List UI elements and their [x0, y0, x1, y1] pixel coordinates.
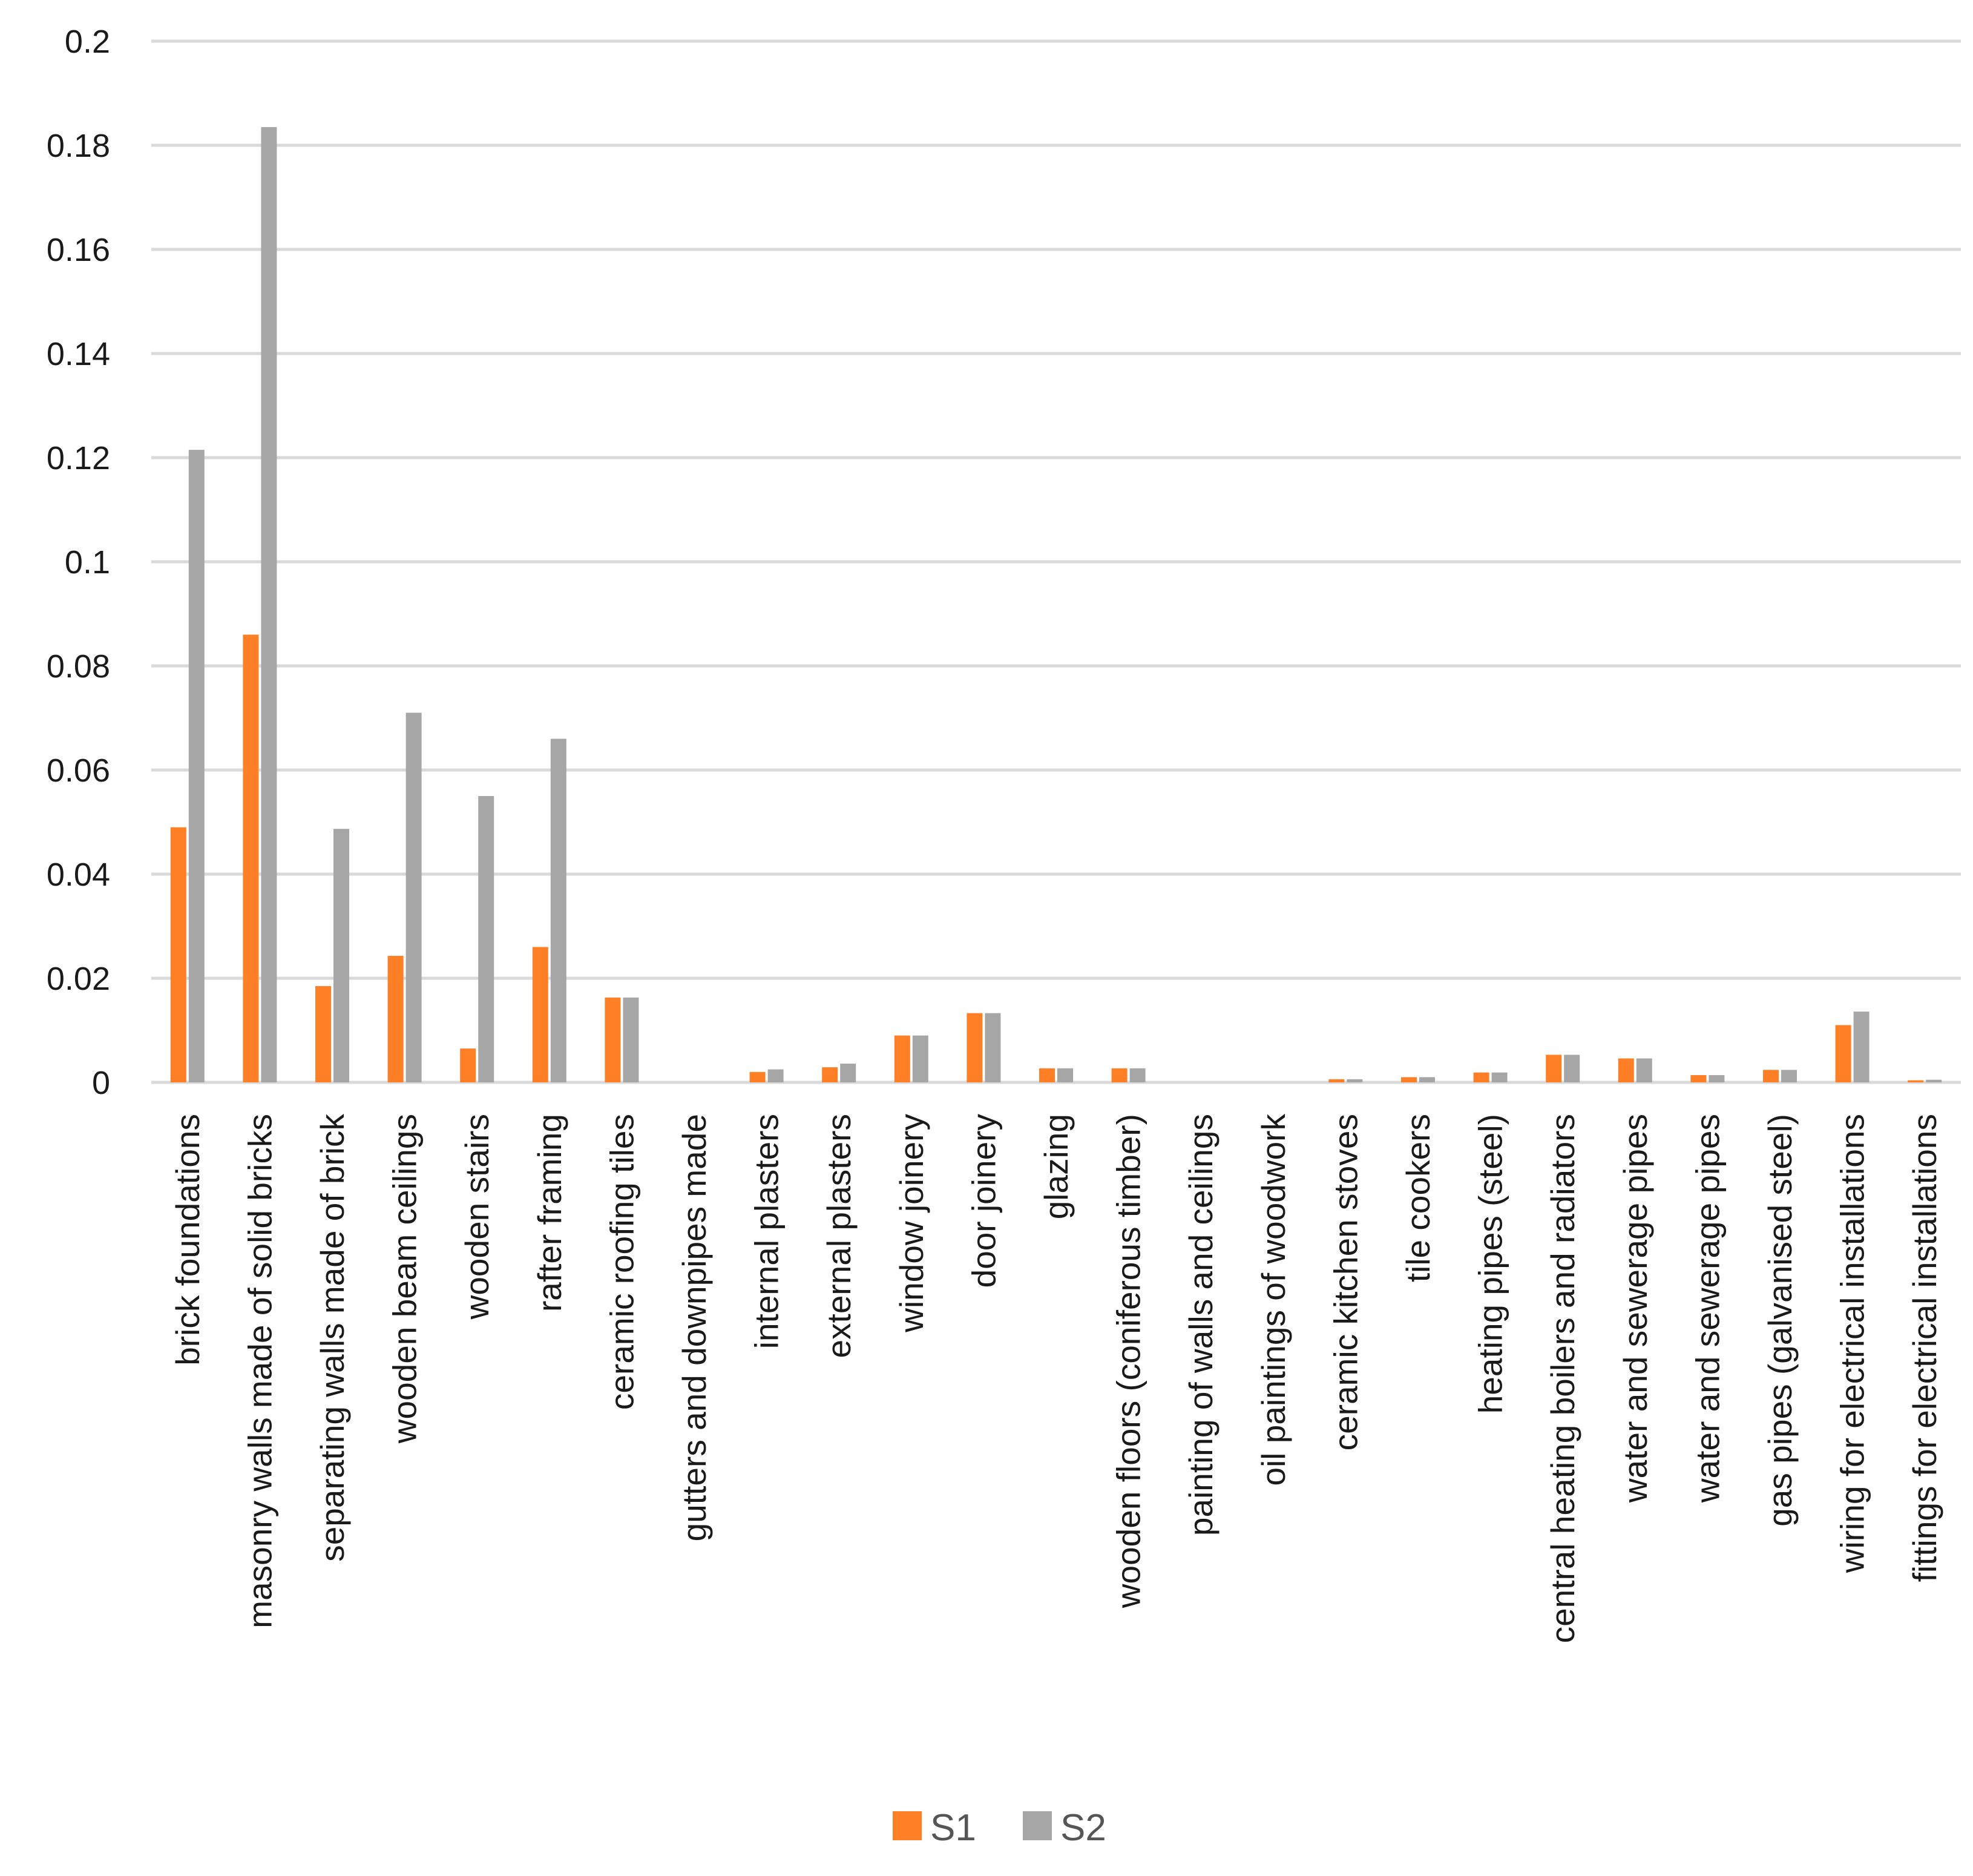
x-axis-labels: brick foundations masonry walls made of s… — [169, 1114, 1943, 1644]
x-category-label: door joinery — [965, 1114, 1002, 1288]
bar-s2-12 — [1057, 1068, 1073, 1082]
bar-s2-23 — [1853, 1012, 1870, 1082]
x-category-label: glazing — [1037, 1114, 1075, 1219]
bar-s1-10 — [894, 1035, 910, 1082]
bar-s1-13 — [1111, 1068, 1128, 1082]
bar-s1-5 — [532, 947, 548, 1082]
x-category-label: central heating boilers and radiators — [1544, 1114, 1581, 1643]
x-category-label: wooden floors (coniferous timber) — [1110, 1114, 1147, 1608]
bar-s2-8 — [767, 1069, 784, 1082]
bar-s1-12 — [1039, 1068, 1055, 1082]
bar-s2-24 — [1926, 1079, 1942, 1082]
bar-s1-16 — [1328, 1079, 1345, 1082]
bar-s1-18 — [1473, 1072, 1489, 1082]
legend: S1 S2 — [893, 1807, 1106, 1849]
bar-s2-10 — [912, 1035, 928, 1082]
bar-s2-13 — [1129, 1068, 1146, 1082]
bar-s2-1 — [261, 127, 277, 1082]
bar-s2-17 — [1419, 1077, 1435, 1082]
bar-s2-22 — [1781, 1070, 1797, 1082]
y-tick-label: 0.2 — [65, 24, 110, 60]
y-tick-label: 0.1 — [65, 544, 110, 581]
bar-s1-17 — [1401, 1077, 1417, 1082]
bar-s1-2 — [315, 986, 331, 1082]
bar-s1-6 — [605, 997, 621, 1082]
bar-s1-9 — [822, 1067, 838, 1082]
legend-label-s2: S2 — [1060, 1807, 1106, 1849]
bar-s1-1 — [243, 634, 259, 1082]
y-tick-label: 0.12 — [47, 440, 110, 476]
x-category-label: painting of walls and ceilings — [1182, 1114, 1220, 1536]
x-category-label: water and sewerage pipes — [1617, 1114, 1654, 1503]
bar-s2-18 — [1491, 1072, 1508, 1082]
bar-s1-24 — [1908, 1080, 1924, 1082]
y-tick-label: 0.08 — [47, 648, 110, 685]
x-category-label: heating pipes (steel) — [1472, 1114, 1509, 1414]
bar-s1-23 — [1835, 1025, 1851, 1082]
y-tick-label: 0.16 — [47, 232, 110, 268]
bar-s1-11 — [967, 1013, 983, 1082]
bar-s1-21 — [1690, 1075, 1707, 1082]
bar-s2-16 — [1347, 1079, 1363, 1082]
legend-swatch-s2 — [1023, 1811, 1052, 1840]
bar-s1-19 — [1546, 1055, 1562, 1082]
bar-s2-20 — [1636, 1058, 1652, 1082]
x-category-label: tile cookers — [1399, 1114, 1437, 1282]
bar-s1-8 — [749, 1071, 766, 1082]
bar-s1-3 — [387, 956, 404, 1082]
bar-s2-5 — [550, 739, 566, 1082]
x-category-label: ceramic kitchen stoves — [1327, 1114, 1364, 1450]
bar-s2-6 — [623, 997, 639, 1082]
x-category-label: water and sewerage pipes — [1689, 1114, 1726, 1503]
x-category-label: masonry walls made of solid bricks — [241, 1114, 278, 1628]
y-tick-label: 0.18 — [47, 128, 110, 164]
bar-s2-9 — [840, 1064, 856, 1082]
x-category-label: ceramic roofing tiles — [603, 1114, 640, 1410]
bar-s2-19 — [1564, 1055, 1580, 1082]
x-category-label: rafter framing — [531, 1114, 568, 1312]
y-tick-label: 0.04 — [47, 857, 110, 893]
bar-s2-21 — [1709, 1075, 1725, 1082]
x-category-label: separating walls made of brick — [314, 1114, 351, 1562]
bar-s2-4 — [478, 796, 494, 1082]
bar-s1-0 — [170, 827, 186, 1082]
x-category-label: gutters and downpipes made — [675, 1114, 713, 1541]
bar-s2-0 — [188, 450, 205, 1082]
bar-s2-3 — [405, 713, 422, 1082]
y-tick-label: 0.06 — [47, 752, 110, 789]
x-category-label: wiring for electrical installations — [1834, 1114, 1871, 1573]
x-category-label: external plasters — [820, 1114, 858, 1358]
x-category-label: oil paintings of woodwork — [1255, 1114, 1292, 1486]
bar-s1-22 — [1763, 1070, 1779, 1082]
y-tick-label: 0.02 — [47, 961, 110, 997]
y-axis-ticks: 0 0.02 0.04 0.06 0.08 0.1 0.12 0.14 0.16 0.18 0.2 — [47, 24, 110, 1101]
x-category-label: window joinery — [893, 1114, 930, 1333]
bar-s2-11 — [985, 1013, 1001, 1082]
legend-label-s1: S1 — [930, 1807, 976, 1849]
legend-swatch-s1 — [893, 1811, 922, 1840]
x-category-label: gas pipes (galvanised steel) — [1761, 1114, 1799, 1527]
x-category-label: fittings for electrical installations — [1906, 1114, 1943, 1582]
y-tick-label: 0.14 — [47, 336, 110, 372]
x-category-label: wooden beam ceilings — [386, 1114, 424, 1444]
x-category-label: brick foundations — [169, 1114, 206, 1366]
bar-s1-4 — [460, 1048, 476, 1082]
bar-s2-2 — [333, 829, 349, 1082]
x-category-label: internal plasters — [748, 1114, 786, 1349]
bars — [170, 127, 1942, 1082]
bar-s1-20 — [1618, 1058, 1634, 1082]
x-category-label: wooden stairs — [458, 1114, 496, 1320]
y-tick-label: 0 — [92, 1065, 110, 1101]
gridlines — [151, 39, 1961, 1084]
